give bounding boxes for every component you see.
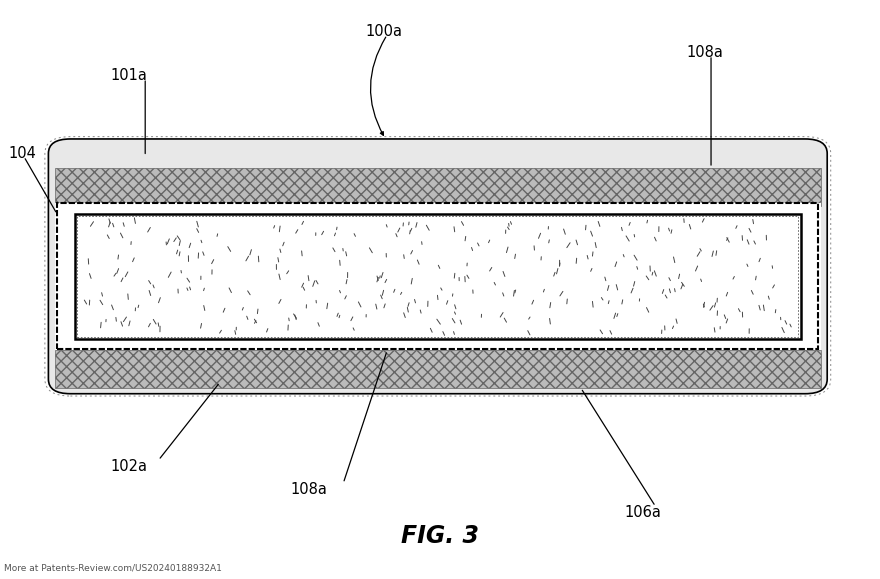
Text: 104: 104	[9, 146, 37, 161]
Text: 106a: 106a	[625, 505, 662, 520]
Text: More at Patents-Review.com/US20240188932A1: More at Patents-Review.com/US20240188932…	[4, 563, 223, 572]
Bar	[57, 203, 818, 349]
Bar	[75, 214, 801, 339]
Text: 108a: 108a	[686, 45, 723, 60]
Text: 100a: 100a	[365, 24, 402, 39]
Bar	[55, 350, 821, 388]
FancyBboxPatch shape	[48, 139, 827, 394]
Bar	[55, 203, 821, 350]
Text: FIG. 3: FIG. 3	[401, 523, 479, 548]
Text: 102a: 102a	[110, 459, 147, 474]
Bar	[77, 216, 798, 337]
Bar	[55, 168, 821, 206]
Text: 101a: 101a	[110, 68, 147, 83]
Text: 108a: 108a	[290, 482, 327, 497]
